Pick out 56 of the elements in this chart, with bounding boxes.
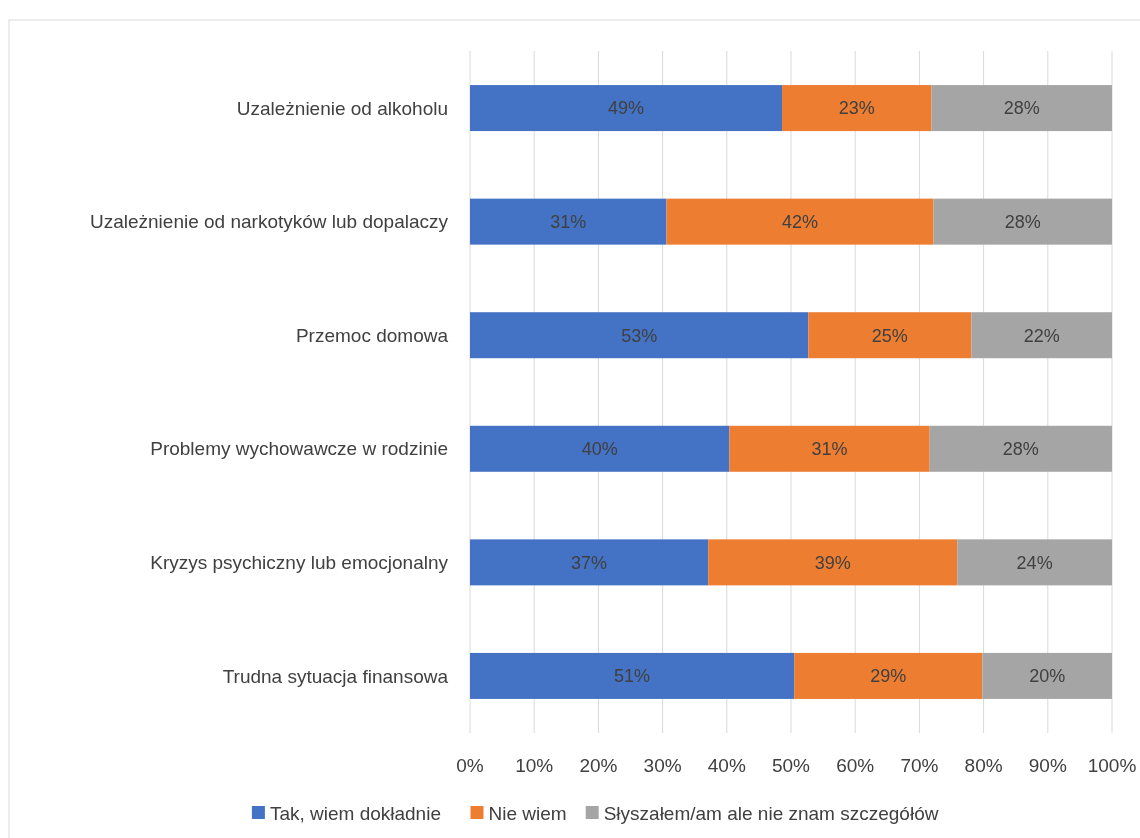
data-label: 24% xyxy=(1016,552,1053,573)
data-label: 31% xyxy=(550,211,587,232)
x-tick-label: 70% xyxy=(900,754,939,776)
x-tick-label: 80% xyxy=(964,754,1003,776)
bar xyxy=(808,312,972,359)
x-tick-label: 10% xyxy=(515,754,554,776)
x-tick-label: 100% xyxy=(1087,754,1137,776)
bar xyxy=(933,198,1112,245)
bar xyxy=(470,312,809,359)
data-label: 37% xyxy=(571,552,608,573)
data-label: 31% xyxy=(811,439,848,460)
y-tick-label: Problemy wychowawcze w rodzinie xyxy=(150,438,448,460)
bar xyxy=(470,652,795,699)
bar xyxy=(929,425,1112,472)
data-label: 29% xyxy=(870,666,907,687)
data-label: 23% xyxy=(838,98,875,119)
x-tick-label: 40% xyxy=(707,754,746,776)
bar xyxy=(470,539,709,586)
bar xyxy=(470,198,667,245)
x-tick-label: 60% xyxy=(836,754,875,776)
x-tick-label: 90% xyxy=(1028,754,1067,776)
bar xyxy=(794,652,983,699)
bar xyxy=(782,85,932,132)
data-label: 42% xyxy=(781,211,818,232)
data-label: 25% xyxy=(871,325,908,346)
data-label: 40% xyxy=(581,439,618,460)
x-tick-label: 50% xyxy=(771,754,811,776)
bar xyxy=(982,652,1112,699)
x-tick-label: 20% xyxy=(579,754,618,776)
data-label: 49% xyxy=(607,98,645,119)
data-label: 28% xyxy=(1003,98,1040,119)
bar xyxy=(470,425,730,472)
legend-label: Nie wiem xyxy=(488,802,567,824)
y-tick-label: Uzależnienie od alkoholu xyxy=(236,97,448,119)
bar xyxy=(470,85,783,132)
y-tick-label: Trudna sytuacja finansowa xyxy=(222,665,449,687)
legend-label: Tak, wiem dokładnie xyxy=(269,802,441,824)
bar xyxy=(708,539,958,586)
data-label: 39% xyxy=(814,552,851,573)
y-tick-label: Uzależnienie od narkotyków lub dopalaczy xyxy=(89,211,449,233)
legend-label: Słyszałem/am ale nie znam szczegółów xyxy=(603,802,939,824)
x-tick-label: 0% xyxy=(456,754,484,776)
data-label: 53% xyxy=(621,325,658,346)
data-label: 51% xyxy=(614,666,651,687)
bar xyxy=(931,85,1112,132)
data-label: 22% xyxy=(1023,325,1060,346)
x-tick-label: 30% xyxy=(643,754,682,776)
data-label: 20% xyxy=(1029,666,1066,687)
data-label: 28% xyxy=(1004,211,1041,232)
bar xyxy=(666,198,934,245)
y-tick-label: Przemoc domowa xyxy=(295,324,449,346)
data-label: 28% xyxy=(1002,439,1039,460)
bar xyxy=(971,312,1112,359)
y-tick-label: Kryzys psychiczny lub emocjonalny xyxy=(150,552,449,574)
bar xyxy=(729,425,930,472)
bar xyxy=(957,539,1112,586)
